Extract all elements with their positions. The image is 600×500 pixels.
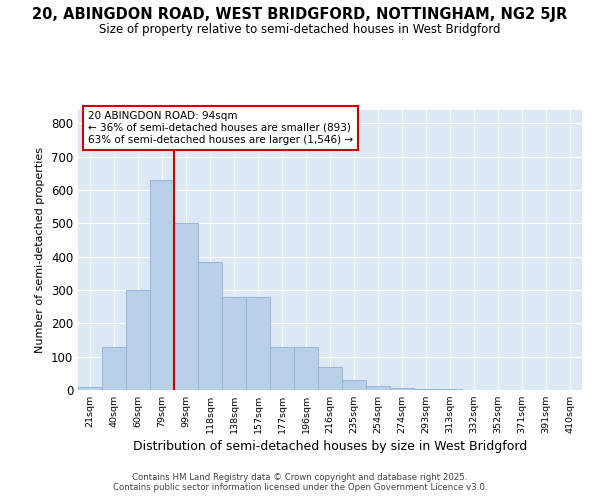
Bar — [150, 180, 174, 390]
Bar — [414, 389, 438, 390]
Bar — [102, 346, 126, 390]
Y-axis label: Number of semi-detached properties: Number of semi-detached properties — [35, 147, 46, 353]
Bar — [174, 224, 198, 390]
Bar — [246, 296, 270, 390]
Text: Contains HM Land Registry data © Crown copyright and database right 2025.
Contai: Contains HM Land Registry data © Crown c… — [113, 473, 487, 492]
Bar — [222, 296, 246, 390]
Bar — [294, 346, 318, 390]
Text: Size of property relative to semi-detached houses in West Bridgford: Size of property relative to semi-detach… — [99, 22, 501, 36]
Bar — [126, 290, 150, 390]
Bar — [390, 388, 414, 390]
X-axis label: Distribution of semi-detached houses by size in West Bridgford: Distribution of semi-detached houses by … — [133, 440, 527, 454]
Text: 20 ABINGDON ROAD: 94sqm
← 36% of semi-detached houses are smaller (893)
63% of s: 20 ABINGDON ROAD: 94sqm ← 36% of semi-de… — [88, 112, 353, 144]
Bar — [342, 380, 366, 390]
Bar — [366, 386, 390, 390]
Bar — [318, 366, 342, 390]
Bar — [270, 346, 294, 390]
Bar — [78, 386, 102, 390]
Text: 20, ABINGDON ROAD, WEST BRIDGFORD, NOTTINGHAM, NG2 5JR: 20, ABINGDON ROAD, WEST BRIDGFORD, NOTTI… — [32, 8, 568, 22]
Bar — [198, 262, 222, 390]
